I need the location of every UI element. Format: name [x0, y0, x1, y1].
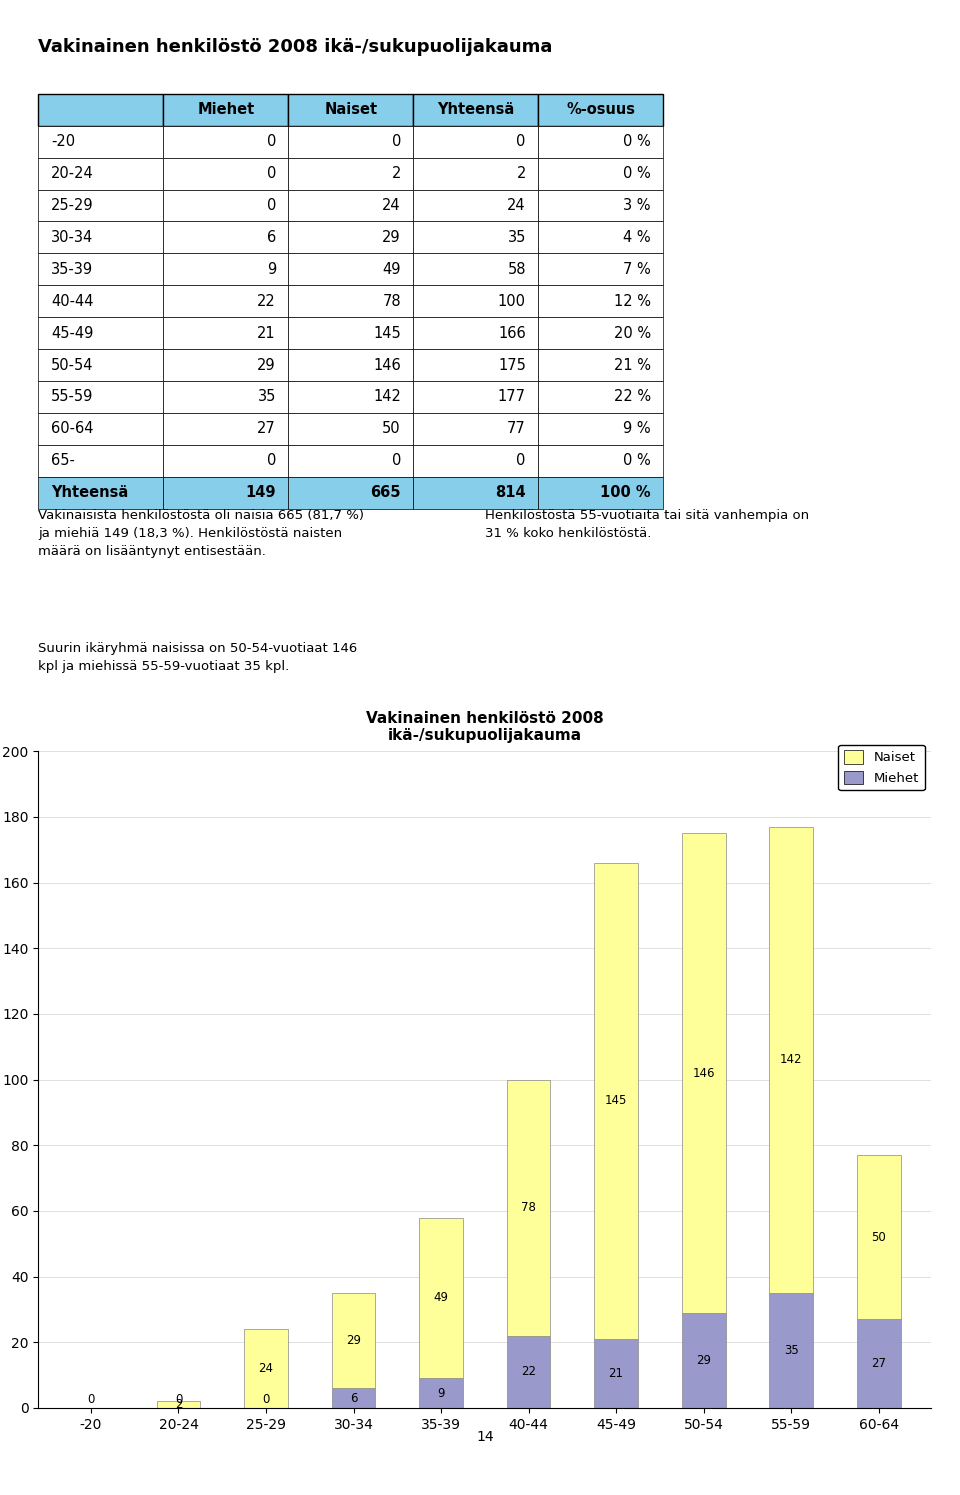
Bar	[682, 833, 726, 1313]
Text: Vakinainen henkilöstö 2008 ikä-/sukupuolijakauma: Vakinainen henkilöstö 2008 ikä-/sukupuol…	[38, 39, 553, 57]
Bar	[856, 1156, 900, 1319]
Bar	[769, 1293, 813, 1408]
Text: 50: 50	[872, 1230, 886, 1244]
Bar	[331, 1389, 375, 1408]
Text: Henkilöstöstä 55-vuotiaita tai sitä vanhempia on
31 % koko henkilöstöstä.: Henkilöstöstä 55-vuotiaita tai sitä vanh…	[485, 508, 809, 540]
Title: Vakinainen henkilöstö 2008
ikä-/sukupuolijakauma: Vakinainen henkilöstö 2008 ikä-/sukupuol…	[366, 710, 604, 743]
Text: Suurin ikäryhmä naisissa on 50-54-vuotiaat 146
kpl ja miehissä 55-59-vuotiaat 35: Suurin ikäryhmä naisissa on 50-54-vuotia…	[38, 641, 358, 673]
Bar	[420, 1217, 463, 1378]
Text: 0: 0	[87, 1393, 95, 1407]
Text: 49: 49	[434, 1292, 448, 1305]
Text: Vakinaisista henkilöstöstä oli naisia 665 (81,7 %)
ja miehiä 149 (18,3 %). Henki: Vakinaisista henkilöstöstä oli naisia 66…	[38, 508, 365, 558]
Bar	[331, 1293, 375, 1389]
Bar	[682, 1313, 726, 1408]
Bar	[156, 1401, 201, 1408]
Text: 145: 145	[605, 1094, 627, 1108]
Text: 21: 21	[609, 1366, 624, 1380]
Bar	[420, 1378, 463, 1408]
Bar	[244, 1329, 288, 1408]
Bar	[769, 827, 813, 1293]
Text: 2: 2	[175, 1398, 182, 1411]
Text: 24: 24	[258, 1362, 274, 1375]
Bar	[507, 1335, 550, 1408]
Text: 27: 27	[871, 1357, 886, 1369]
Bar	[507, 1079, 550, 1335]
Text: 14: 14	[476, 1429, 493, 1444]
Bar	[594, 863, 638, 1340]
Bar	[856, 1319, 900, 1408]
Text: 6: 6	[349, 1392, 357, 1405]
Text: 29: 29	[696, 1354, 711, 1366]
Text: 78: 78	[521, 1200, 536, 1214]
Text: 35: 35	[783, 1344, 799, 1357]
Text: 9: 9	[438, 1387, 444, 1399]
Legend: Naiset, Miehet: Naiset, Miehet	[838, 745, 924, 791]
Text: 0: 0	[175, 1393, 182, 1407]
Text: 0: 0	[262, 1393, 270, 1407]
Text: 29: 29	[346, 1334, 361, 1347]
Bar	[594, 1340, 638, 1408]
Text: 142: 142	[780, 1054, 803, 1066]
Text: 146: 146	[692, 1066, 715, 1079]
Text: 22: 22	[521, 1365, 536, 1378]
